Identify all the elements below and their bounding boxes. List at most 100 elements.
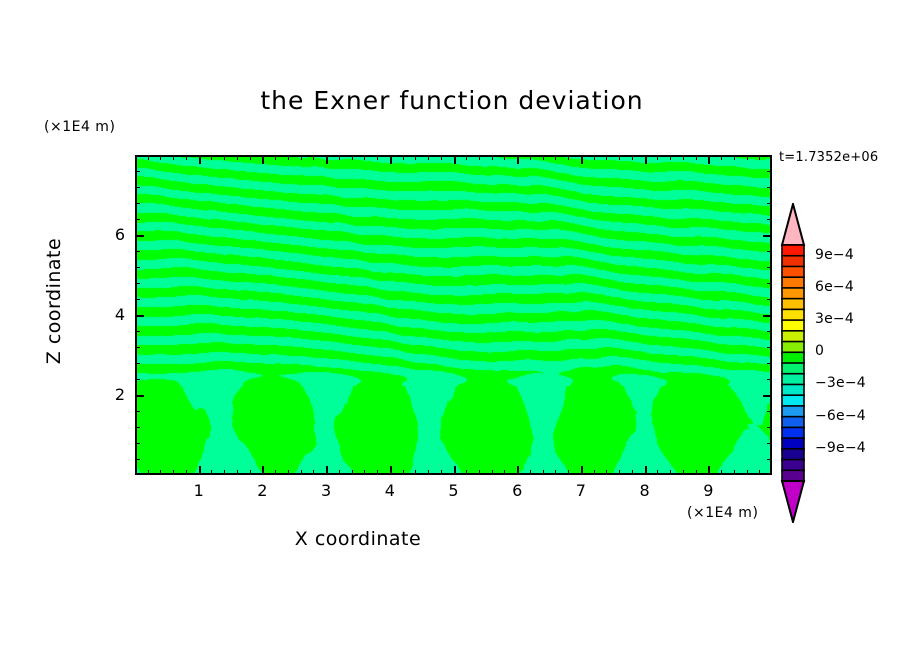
- colorbar-tick-label: 9e−4: [815, 246, 854, 263]
- colorbar-tick-label: −9e−4: [815, 439, 866, 456]
- colorbar-band: [781, 276, 805, 290]
- axis-tick: [670, 155, 671, 160]
- axis-tick: [186, 155, 187, 160]
- colorbar-band: [781, 244, 805, 258]
- axis-tick: [747, 470, 748, 475]
- colorbar-band: [781, 254, 805, 268]
- axis-tick: [237, 155, 238, 160]
- axis-tick: [352, 470, 353, 475]
- axis-tick: [543, 470, 544, 475]
- y-tick-label: 2: [114, 385, 125, 404]
- axis-tick: [767, 203, 772, 204]
- axis-tick: [763, 395, 772, 397]
- colorbar-band: [781, 437, 805, 451]
- axis-tick: [767, 331, 772, 332]
- contour-field: [137, 157, 770, 473]
- axis-tick: [135, 459, 140, 460]
- axis-tick: [275, 470, 276, 475]
- axis-tick: [364, 155, 365, 160]
- colorbar-tick-label: 3e−4: [815, 311, 854, 328]
- chart-title: the Exner function deviation: [260, 86, 644, 115]
- axis-tick: [262, 466, 264, 475]
- axis-tick: [250, 470, 251, 475]
- axis-tick: [301, 155, 302, 160]
- axis-tick: [454, 466, 456, 475]
- axis-tick: [160, 470, 161, 475]
- axis-tick: [441, 155, 442, 160]
- plot-area: [135, 155, 772, 475]
- axis-tick: [288, 155, 289, 160]
- timestamp-annotation: t=1.7352e+06: [779, 150, 879, 165]
- axis-tick: [403, 470, 404, 475]
- axis-tick: [224, 155, 225, 160]
- axis-tick: [767, 427, 772, 428]
- axis-tick: [313, 155, 314, 160]
- axis-tick: [492, 155, 493, 160]
- colorbar-band: [781, 265, 805, 279]
- axis-tick: [364, 470, 365, 475]
- axis-tick: [619, 155, 620, 160]
- colorbar-band: [781, 351, 805, 365]
- axis-tick: [721, 155, 722, 160]
- axis-tick: [403, 155, 404, 160]
- axis-tick: [301, 470, 302, 475]
- axis-tick: [173, 470, 174, 475]
- axis-tick: [275, 155, 276, 160]
- colorbar-over-arrow: [780, 203, 806, 246]
- axis-tick: [352, 155, 353, 160]
- colorbar-tick-label: 0: [815, 343, 825, 360]
- axis-tick: [135, 283, 140, 284]
- axis-tick: [683, 155, 684, 160]
- axis-tick: [135, 379, 140, 380]
- colorbar-swatches: [780, 203, 806, 523]
- y-tick-label: 4: [114, 305, 125, 324]
- axis-tick: [148, 155, 149, 160]
- colorbar-band: [781, 308, 805, 322]
- colorbar-tick-label: −3e−4: [815, 375, 866, 392]
- y-axis-unit-label: (×1E4 m): [44, 119, 116, 135]
- axis-tick: [135, 411, 140, 412]
- axis-tick: [262, 155, 264, 164]
- axis-tick: [767, 267, 772, 268]
- axis-tick: [160, 155, 161, 160]
- axis-tick: [767, 459, 772, 460]
- axis-tick: [696, 155, 697, 160]
- axis-tick: [428, 470, 429, 475]
- x-tick-label: 9: [703, 481, 714, 500]
- x-tick-label: 8: [639, 481, 650, 500]
- colorbar: [779, 203, 809, 523]
- axis-tick: [224, 470, 225, 475]
- axis-tick: [763, 235, 772, 237]
- axis-tick: [135, 187, 140, 188]
- colorbar-band: [781, 469, 805, 483]
- axis-tick: [135, 235, 144, 237]
- axis-tick: [767, 299, 772, 300]
- axis-tick: [670, 470, 671, 475]
- axis-tick: [619, 470, 620, 475]
- axis-tick: [288, 470, 289, 475]
- colorbar-under-arrow: [780, 480, 806, 523]
- axis-tick: [377, 470, 378, 475]
- axis-tick: [173, 155, 174, 160]
- x-tick-label: 6: [512, 481, 523, 500]
- axis-tick: [747, 155, 748, 160]
- axis-tick: [568, 155, 569, 160]
- axis-tick: [135, 363, 140, 364]
- axis-tick: [504, 155, 505, 160]
- colorbar-tick-label: −6e−4: [815, 407, 866, 424]
- axis-tick: [390, 466, 392, 475]
- axis-tick: [135, 347, 140, 348]
- axis-tick: [767, 443, 772, 444]
- axis-tick: [767, 171, 772, 172]
- axis-tick: [377, 155, 378, 160]
- axis-tick: [708, 155, 710, 164]
- colorbar-band: [781, 362, 805, 376]
- axis-tick: [135, 267, 140, 268]
- axis-tick: [313, 470, 314, 475]
- colorbar-tick-label: 6e−4: [815, 278, 854, 295]
- axis-tick: [759, 470, 760, 475]
- axis-tick: [767, 187, 772, 188]
- axis-tick: [594, 155, 595, 160]
- axis-tick: [767, 363, 772, 364]
- axis-tick: [734, 155, 735, 160]
